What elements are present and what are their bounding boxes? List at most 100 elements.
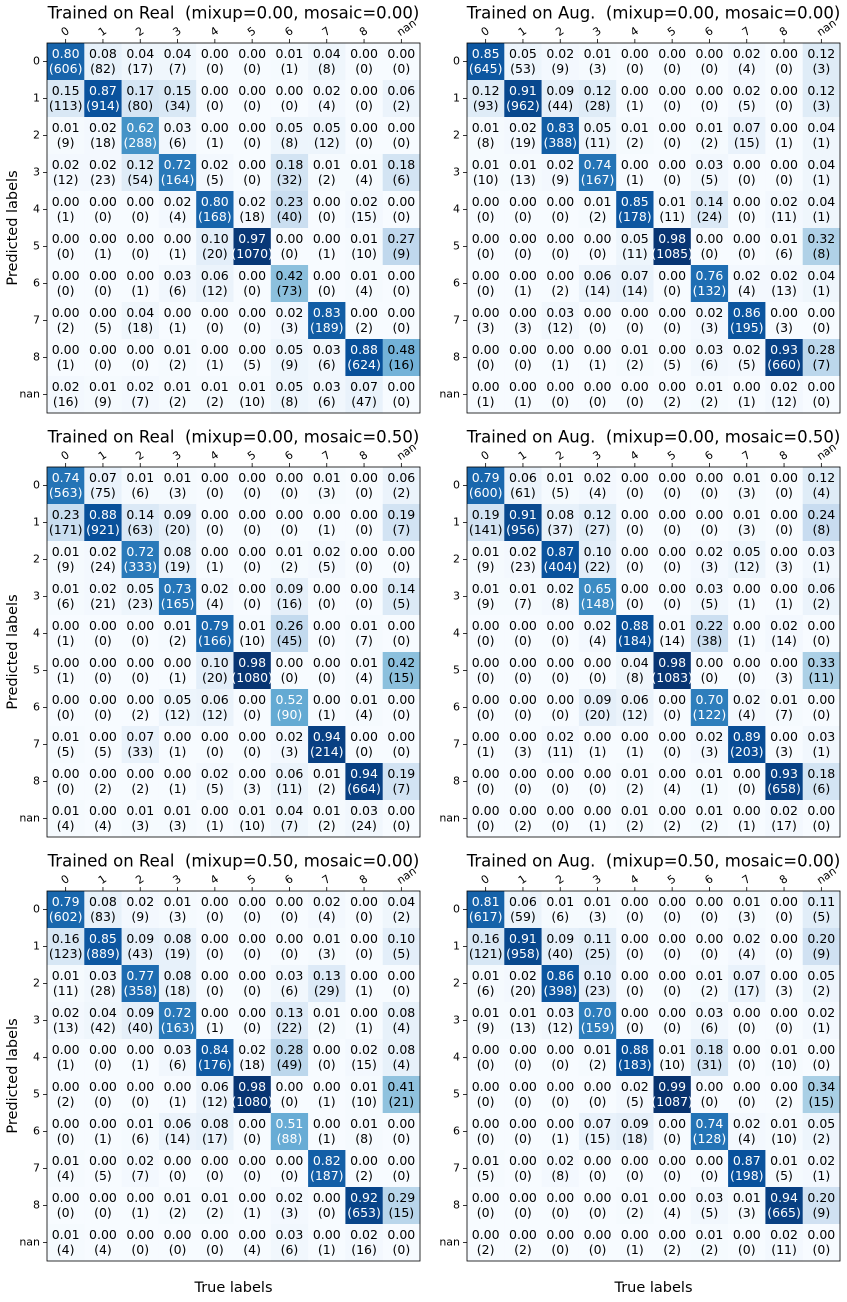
y-tick-label: nan — [439, 1236, 460, 1249]
cell — [653, 80, 692, 118]
cell — [270, 726, 309, 764]
cell-count: (17) — [202, 1131, 228, 1146]
cell-fraction: 0.06 — [201, 692, 229, 707]
cell-count: (0) — [243, 522, 261, 537]
cell-count: (4) — [812, 485, 830, 500]
cell-count: (0) — [243, 707, 261, 722]
cell — [84, 376, 122, 414]
cell — [84, 541, 122, 579]
cell-fraction: 0.42 — [387, 655, 415, 670]
cell — [653, 265, 692, 303]
cell-count: (2) — [626, 135, 644, 150]
cell — [616, 154, 654, 192]
cell-count: (1) — [812, 1020, 830, 1035]
cell-fraction: 0.12 — [807, 470, 835, 485]
cell-fraction: 0.02 — [696, 544, 724, 559]
cell-count: (0) — [589, 394, 607, 409]
cell — [47, 615, 85, 653]
cell — [728, 191, 766, 229]
cell-count: (0) — [551, 818, 569, 833]
cell-fraction: 0.06 — [807, 581, 835, 596]
cell-count: (0) — [169, 1168, 187, 1183]
cell-count: (0) — [477, 633, 495, 648]
cell-fraction: 0.00 — [807, 1227, 835, 1242]
cell — [308, 541, 346, 579]
cell-fraction: 0.18 — [696, 1042, 724, 1057]
cell — [345, 191, 383, 229]
confusion-matrix: Trained on Real (mixup=0.00, mosaic=0.00… — [5, 4, 421, 414]
cell-count: (1) — [318, 522, 336, 537]
cell-fraction: 0.00 — [509, 1116, 537, 1131]
cell-fraction: 0.00 — [770, 305, 798, 320]
cell-count: (0) — [94, 357, 112, 372]
cell-fraction: 0.07 — [89, 470, 117, 485]
cell-fraction: 0.33 — [807, 655, 835, 670]
cell-count: (1) — [477, 394, 495, 409]
cell-fraction: 0.01 — [350, 1116, 378, 1131]
x-tick-label: 6 — [702, 448, 715, 463]
cell-count: (1) — [355, 1020, 373, 1035]
cell-count: (6) — [318, 357, 336, 372]
cell — [308, 117, 346, 155]
cell-fraction: 0.00 — [770, 1005, 798, 1020]
cell-fraction: 0.00 — [313, 1190, 341, 1205]
cell-count: (2) — [392, 98, 410, 113]
cell-count: (6) — [318, 394, 336, 409]
x-tick-label: 2 — [133, 24, 146, 39]
plot-frame — [46, 42, 421, 414]
cell-count: (80) — [127, 98, 153, 113]
cell-fraction: 0.00 — [696, 470, 724, 485]
cell-fraction: 0.12 — [584, 507, 612, 522]
cell-count: (0) — [392, 283, 410, 298]
cell-fraction: 0.13 — [276, 1005, 304, 1020]
cell-fraction: 0.01 — [238, 618, 266, 633]
cell-count: (1) — [281, 61, 299, 76]
cell-fraction: 0.00 — [621, 46, 649, 61]
cell-count: (0) — [355, 596, 373, 611]
cell-fraction: 0.08 — [387, 1005, 415, 1020]
cell-count: (0) — [812, 394, 830, 409]
cell-count: (1) — [131, 1057, 149, 1072]
cell-fraction: 0.00 — [238, 342, 266, 357]
cell-fraction: 0.09 — [126, 931, 154, 946]
cell-fraction: 0.02 — [238, 1042, 266, 1057]
cell-fraction: 0.94 — [313, 729, 341, 744]
cell-fraction: 0.07 — [733, 120, 761, 135]
cell-count: (0) — [775, 909, 793, 924]
cell-fraction: 0.05 — [313, 120, 341, 135]
cell-fraction: 0.01 — [658, 194, 686, 209]
cell-count: (31) — [697, 1057, 723, 1072]
cell-count: (0) — [392, 1242, 410, 1257]
cell-fraction: 0.04 — [126, 305, 154, 320]
cell-count: (13) — [510, 172, 536, 187]
cell-fraction: 0.01 — [472, 1153, 500, 1168]
cell-count: (13) — [510, 1020, 536, 1035]
cell-count: (4) — [243, 1242, 261, 1257]
x-tick-label: 8 — [357, 448, 370, 463]
cell-fraction: 0.00 — [350, 46, 378, 61]
cell — [308, 504, 346, 542]
cell-count: (43) — [127, 946, 153, 961]
cell — [653, 43, 692, 81]
cell — [308, 467, 346, 505]
cell-fraction: 0.02 — [276, 305, 304, 320]
cell-fraction: 0.00 — [89, 1190, 117, 1205]
cell-count: (0) — [206, 744, 224, 759]
cell-fraction: 0.01 — [350, 268, 378, 283]
cell-count: (3) — [775, 744, 793, 759]
y-tick-label: nan — [19, 812, 40, 825]
cell-fraction: 0.00 — [52, 1116, 80, 1131]
x-tick-label: 6 — [282, 872, 295, 887]
cell — [196, 80, 234, 118]
cell-count: (0) — [738, 1020, 756, 1035]
cell-fraction: 0.01 — [509, 157, 537, 172]
cell — [84, 43, 122, 81]
cell-fraction: 0.03 — [313, 379, 341, 394]
cell-count: (1) — [626, 1242, 644, 1257]
cell — [84, 191, 122, 229]
cell-count: (0) — [318, 1057, 336, 1072]
cell-fraction: 0.01 — [313, 803, 341, 818]
cell-fraction: 0.00 — [509, 194, 537, 209]
cell-fraction: 0.00 — [89, 194, 117, 209]
cell — [382, 615, 421, 653]
